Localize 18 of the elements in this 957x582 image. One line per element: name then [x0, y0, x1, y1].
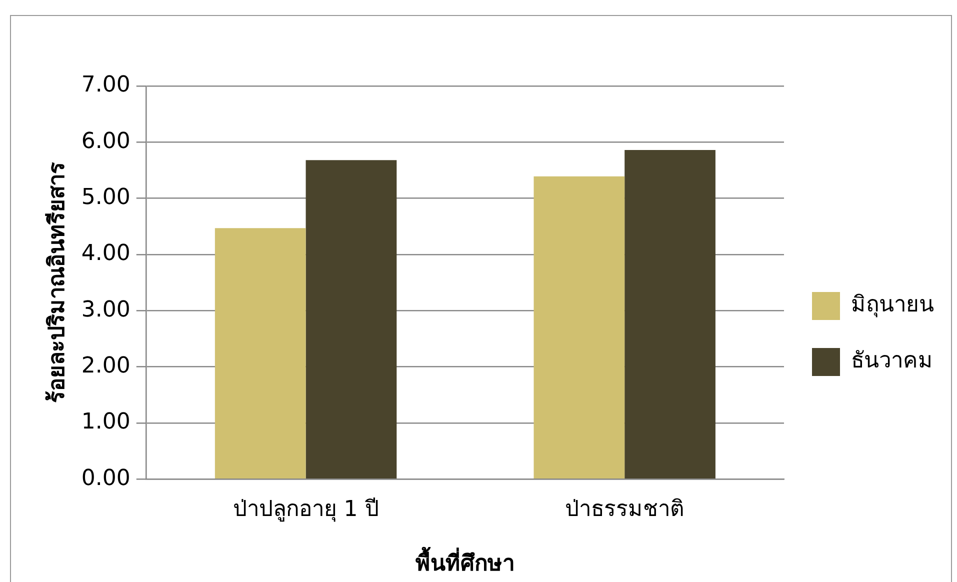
x-tick-label: ป่าธรรมชาติ: [565, 497, 684, 522]
bar: [214, 228, 306, 479]
y-tick-label: 5.00: [81, 185, 130, 210]
x-tick-label: ป่าปลูกอายุ 1 ปี: [232, 497, 379, 522]
bar: [306, 160, 397, 479]
y-tick-label: 0.00: [81, 466, 130, 491]
y-tick-label: 2.00: [81, 354, 130, 379]
x-axis-title: พื้นที่ศึกษา: [416, 546, 515, 577]
y-axis-title: ร้อยละปริมาณอินทรียสาร: [44, 162, 70, 404]
y-tick-label: 7.00: [81, 72, 130, 98]
y-tick-label: 1.00: [81, 410, 130, 435]
legend-label: ธันวาคม: [851, 348, 933, 374]
y-tick-label: 3.00: [81, 297, 130, 322]
bar: [534, 176, 625, 479]
bar: [624, 150, 716, 479]
y-tick-label: 4.00: [81, 241, 130, 266]
legend-label: มิถุนายน: [851, 292, 934, 318]
y-tick-label: 6.00: [81, 128, 130, 154]
